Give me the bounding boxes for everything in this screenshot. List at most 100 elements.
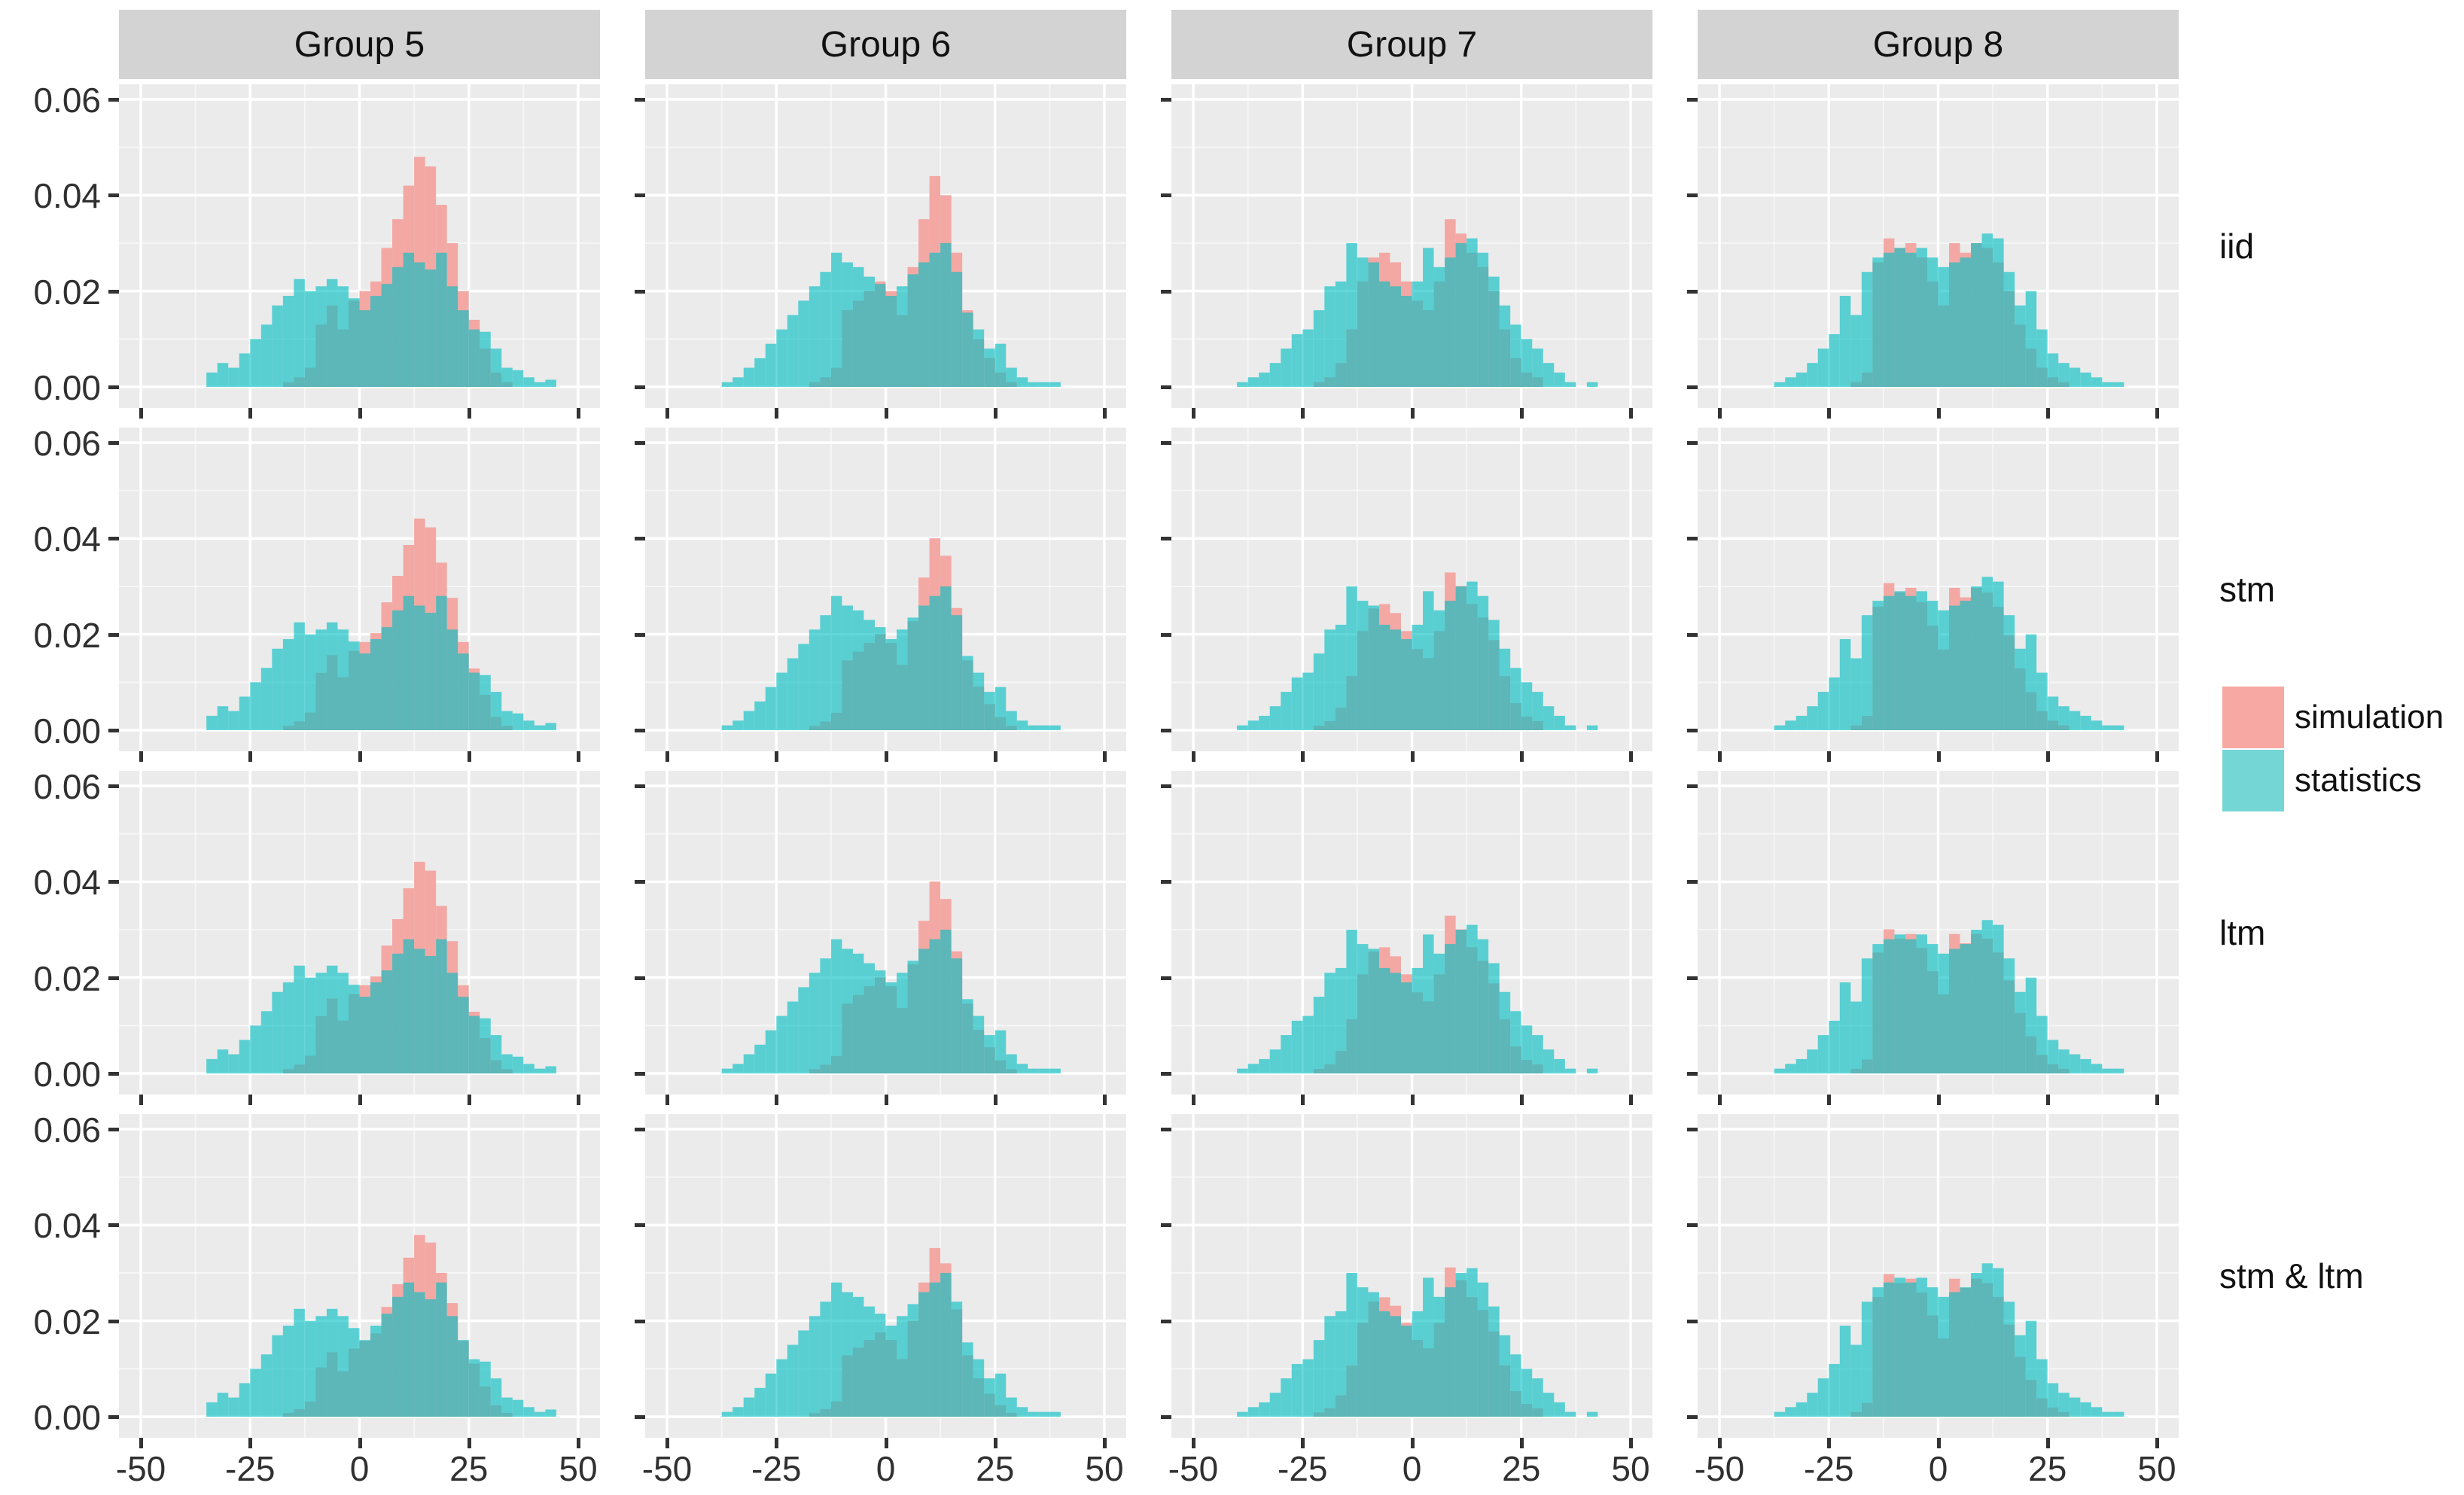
x-axis-tick <box>467 1095 471 1105</box>
statistics-bar <box>1829 677 1840 730</box>
statistics-bar <box>973 1015 985 1073</box>
x-axis-tick <box>139 1095 144 1105</box>
statistics-bar <box>1564 1411 1576 1417</box>
panel-iid-group-8 <box>1698 84 2179 408</box>
statistics-bar <box>973 672 985 730</box>
statistics-bar <box>1313 310 1325 387</box>
statistics-bar <box>1291 333 1303 387</box>
statistics-bar <box>1916 1277 1927 1417</box>
statistics-bar <box>370 296 382 387</box>
statistics-bar <box>918 948 930 1073</box>
y-axis-tick <box>1687 729 1698 732</box>
y-axis-tick <box>1161 1223 1171 1228</box>
y-axis-tick <box>1687 784 1698 788</box>
statistics-bar <box>468 329 480 387</box>
statistics-bar <box>468 1015 480 1073</box>
x-axis-tick <box>576 751 580 762</box>
statistics-bar <box>874 1314 886 1417</box>
y-axis-tick <box>1161 976 1171 980</box>
statistics-bar <box>1926 257 1939 387</box>
statistics-bar <box>1467 1268 1478 1417</box>
y-axis-tick <box>1687 976 1698 980</box>
statistics-bar <box>885 639 897 730</box>
statistics-bar <box>1281 1378 1292 1417</box>
y-axis-tick <box>635 385 645 389</box>
x-axis-tick <box>1519 1095 1524 1105</box>
x-axis-tick <box>1827 408 1832 419</box>
statistics-bar <box>743 711 755 730</box>
statistics-bar <box>973 1359 985 1417</box>
statistics-bar <box>2112 1068 2124 1073</box>
statistics-bar <box>2047 353 2059 387</box>
statistics-bar <box>480 1361 491 1417</box>
statistics-bar <box>2102 1411 2113 1417</box>
statistics-bar <box>1400 639 1412 730</box>
statistics-bar <box>1883 939 1895 1073</box>
y-axis-label: 0.04 <box>33 863 101 903</box>
statistics-bar <box>2025 977 2037 1073</box>
y-axis-tick <box>1687 441 1698 445</box>
statistics-bar <box>1335 1311 1347 1417</box>
statistics-bar <box>830 1282 842 1417</box>
statistics-bar <box>1510 668 1521 730</box>
x-axis-tick <box>248 751 253 762</box>
statistics-bar <box>1850 658 1862 730</box>
y-axis-tick <box>635 632 645 637</box>
statistics-bar <box>392 610 404 730</box>
statistics-bar <box>1302 1359 1314 1417</box>
statistics-bar <box>743 1397 755 1417</box>
y-axis-tick <box>635 1415 645 1419</box>
statistics-bar <box>381 627 393 730</box>
facet-strip-label: Group 5 <box>294 24 425 65</box>
statistics-bar <box>1872 257 1884 387</box>
statistics-bar <box>501 1397 513 1417</box>
statistics-bar <box>1883 252 1895 387</box>
statistics-bar <box>1335 281 1347 387</box>
statistics-bar <box>206 1058 218 1073</box>
statistics-bar <box>425 613 437 730</box>
statistics-bar <box>326 1308 338 1417</box>
statistics-bar <box>282 296 294 387</box>
statistics-bar <box>1916 591 1927 730</box>
statistics-bar <box>1981 577 1993 730</box>
statistics-bar <box>874 970 886 1073</box>
statistics-bar <box>239 1383 251 1417</box>
statistics-bar <box>1521 1369 1533 1417</box>
statistics-bar <box>446 973 458 1073</box>
statistics-bar <box>787 1001 799 1073</box>
x-axis-label: 25 <box>449 1449 489 1488</box>
statistics-bar <box>929 939 941 1073</box>
x-axis-tick <box>1936 751 1941 762</box>
statistics-bar <box>1510 1354 1521 1417</box>
statistics-bar <box>787 658 799 730</box>
statistics-bar <box>743 1054 755 1073</box>
statistics-bar <box>2069 1397 2081 1417</box>
statistics-bar <box>874 284 886 387</box>
statistics-bar <box>534 382 546 387</box>
panel-ltm-group-8 <box>1698 771 2179 1095</box>
statistics-bar <box>1795 715 1808 730</box>
statistics-bar <box>1817 349 1829 387</box>
statistics-bar <box>940 243 952 387</box>
statistics-bar <box>1477 252 1489 387</box>
x-axis-tick <box>248 1438 253 1448</box>
statistics-bar <box>1926 601 1939 730</box>
x-axis-tick <box>467 408 471 419</box>
statistics-bar <box>348 298 360 387</box>
statistics-bar <box>1313 1340 1325 1417</box>
statistics-bar <box>1521 339 1533 387</box>
statistics-bar <box>446 629 458 730</box>
statistics-bar <box>1390 1316 1401 1417</box>
x-axis-label: 0 <box>876 1449 896 1488</box>
statistics-bar <box>1433 610 1445 730</box>
legend-label-statistics: statistics <box>2295 762 2422 799</box>
statistics-bar <box>1905 252 1917 387</box>
statistics-bar <box>1521 1025 1533 1073</box>
statistics-bar <box>929 252 941 387</box>
statistics-bar <box>1237 725 1248 730</box>
statistics-bar <box>1883 595 1895 730</box>
y-axis-tick <box>1687 537 1698 541</box>
x-axis-tick <box>1936 1095 1941 1105</box>
statistics-bar <box>1981 920 1993 1073</box>
statistics-bar <box>852 266 864 387</box>
